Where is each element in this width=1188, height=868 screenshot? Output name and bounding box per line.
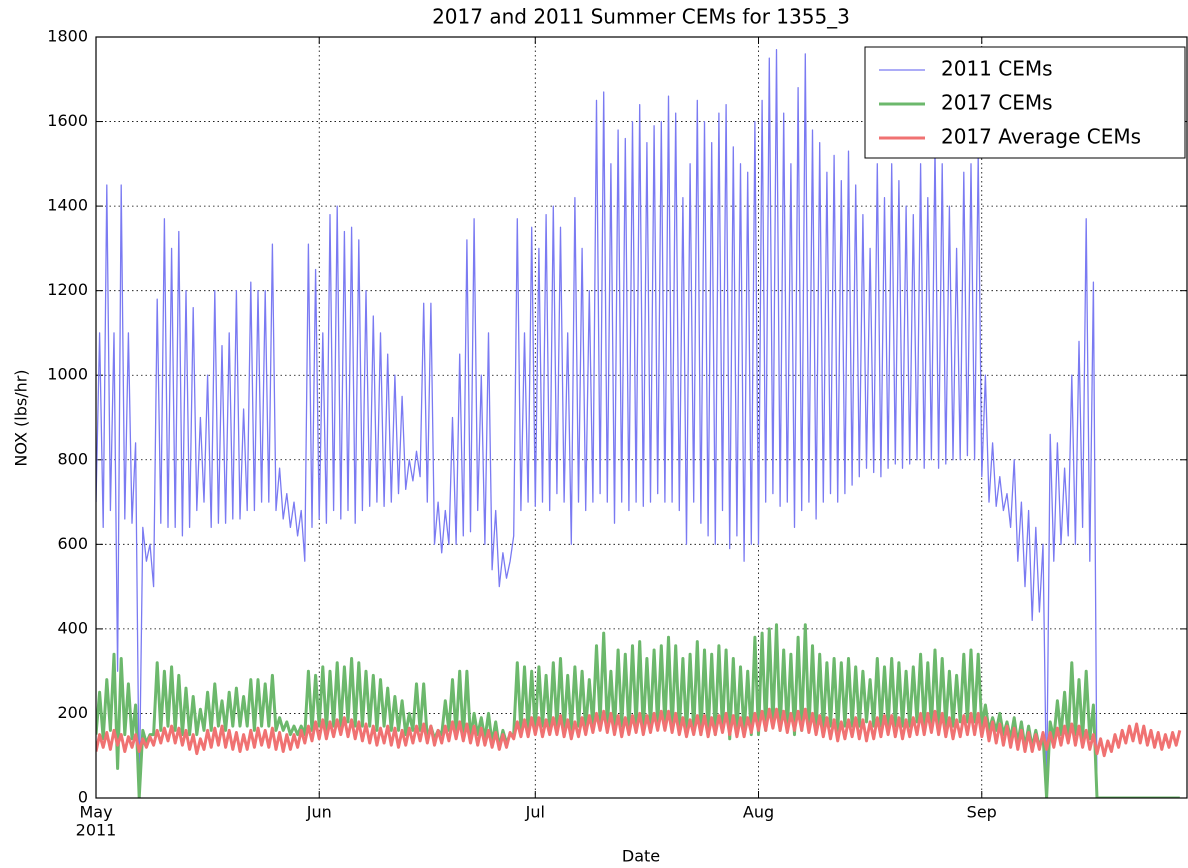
y-tick-label: 1600: [47, 111, 88, 130]
legend-label: 2011 CEMs: [941, 57, 1053, 81]
y-tick-label: 400: [57, 618, 88, 637]
y-tick-label: 200: [57, 703, 88, 722]
plot-frame: [95, 36, 1188, 799]
x-tick-label: Aug: [743, 803, 774, 822]
y-tick-label: 0: [78, 788, 88, 807]
y-tick-label: 800: [57, 449, 88, 468]
x-year-label: 2011: [76, 821, 117, 840]
legend-label: 2017 CEMs: [941, 91, 1053, 115]
x-axis-label: Date: [622, 847, 660, 866]
x-tick-label: Sep: [967, 803, 997, 822]
y-axis-label: NOX (lbs/hr): [12, 369, 31, 466]
x-tick-label: May: [79, 803, 112, 822]
chart-title: 2017 and 2011 Summer CEMs for 1355_3: [432, 5, 850, 29]
series-line: [96, 623, 1180, 798]
series-line: [96, 707, 1182, 758]
series-line: [96, 49, 1180, 798]
y-tick-label: 1200: [47, 280, 88, 299]
legend-label: 2017 Average CEMs: [941, 125, 1141, 149]
y-tick-label: 1400: [47, 196, 88, 215]
x-tick-label: Jun: [306, 803, 332, 822]
y-tick-label: 1000: [47, 365, 88, 384]
legend: 2011 CEMs 2017 CEMs 2017 Average CEMs: [864, 46, 1186, 159]
x-tick-label: Jul: [525, 803, 545, 822]
y-tick-label: 600: [57, 534, 88, 553]
y-tick-label: 1800: [47, 27, 88, 46]
